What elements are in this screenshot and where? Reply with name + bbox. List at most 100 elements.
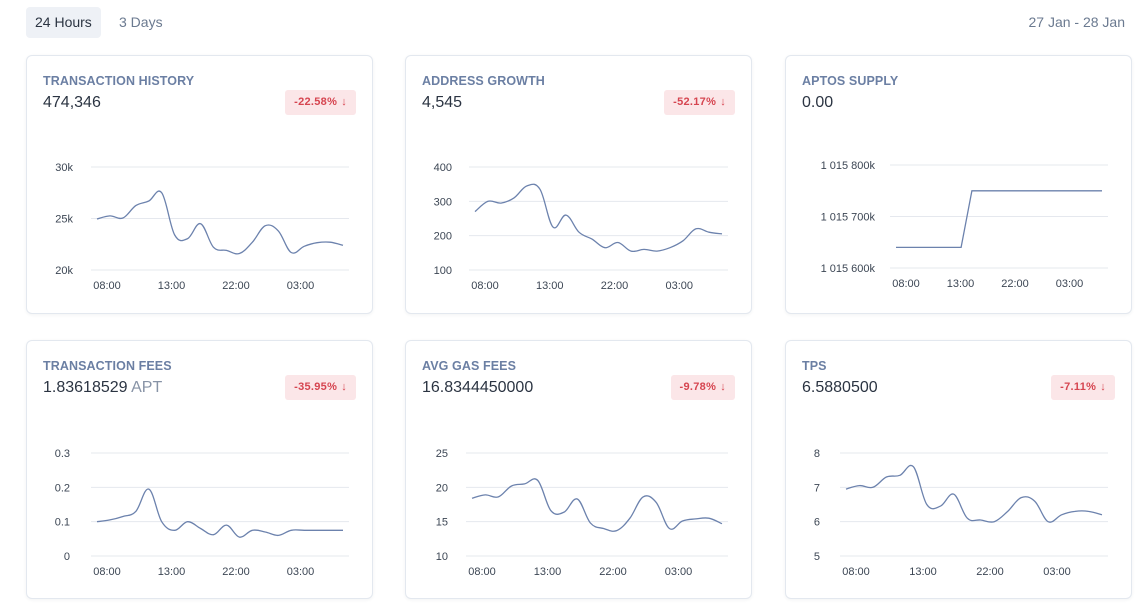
card-value: 474,346 xyxy=(43,94,101,112)
arrow-down-icon: ↓ xyxy=(341,381,347,393)
arrow-down-icon: ↓ xyxy=(720,381,726,393)
card-transaction-history: TRANSACTION HISTORY 474,346 -22.58% ↓ 30k… xyxy=(26,55,373,314)
tab-3-days[interactable]: 3 Days xyxy=(119,14,163,30)
x-tick-label: 03:00 xyxy=(287,566,315,578)
change-badge: -7.11% ↓ xyxy=(1051,375,1115,400)
change-value: -52.17% xyxy=(673,96,717,108)
line-chart: 1 015 800k 1 015 700k 1 015 600k 08:00 13:00… xyxy=(821,160,1108,290)
y-tick-label: 100 xyxy=(434,265,452,277)
card-value-number: 474,346 xyxy=(43,94,101,111)
y-tick-label: 300 xyxy=(434,196,452,208)
series-line xyxy=(896,190,1102,249)
line-chart: 30k 25k 20k 08:00 13:00 22:00 03:00 xyxy=(55,162,349,292)
card-value-number: 1.83618529 xyxy=(43,379,128,396)
x-tick-label: 22:00 xyxy=(1001,278,1029,290)
card-value: 6.5880500 xyxy=(802,379,878,397)
card-avg-gas-fees: AVG GAS FEES 16.8344450000 -9.78% ↓ 25 20 1… xyxy=(405,340,752,599)
change-value: -7.11% xyxy=(1060,381,1097,393)
y-tick-label: 10 xyxy=(436,551,448,563)
series-line xyxy=(845,464,1103,523)
card-address-growth: ADDRESS GROWTH 4,545 -52.17% ↓ 400 300 200 1… xyxy=(405,55,752,314)
change-badge: -52.17% ↓ xyxy=(664,90,735,115)
x-tick-label: 13:00 xyxy=(947,278,975,290)
date-range[interactable]: 27 Jan - 28 Jan xyxy=(1028,14,1125,30)
x-tick-label: 22:00 xyxy=(976,566,1004,578)
x-tick-label: 13:00 xyxy=(534,566,562,578)
card-value: 0.00 xyxy=(802,94,833,112)
y-tick-label: 25 xyxy=(436,448,448,460)
y-tick-label: 0.3 xyxy=(55,448,70,460)
y-tick-label: 0.1 xyxy=(55,517,70,529)
x-tick-label: 22:00 xyxy=(601,280,629,292)
change-value: -35.95% xyxy=(294,381,338,393)
change-badge: -22.58% ↓ xyxy=(285,90,356,115)
y-tick-label: 0.2 xyxy=(55,482,70,494)
x-tick-label: 08:00 xyxy=(842,566,870,578)
series-line xyxy=(471,478,723,532)
time-range-bar: 24 Hours 3 Days 27 Jan - 28 Jan xyxy=(0,0,1146,44)
line-chart: 400 300 200 100 08:00 13:00 22:00 03:00 xyxy=(434,162,728,292)
x-tick-label: 13:00 xyxy=(536,280,564,292)
y-tick-label: 15 xyxy=(436,517,448,529)
line-chart: 8 7 6 5 08:00 13:00 22:00 03:00 xyxy=(814,448,1108,578)
card-title: ADDRESS GROWTH xyxy=(422,74,545,88)
y-tick-label: 0 xyxy=(64,551,70,563)
x-tick-label: 03:00 xyxy=(1043,566,1071,578)
card-value: 4,545 xyxy=(422,94,462,112)
x-tick-label: 08:00 xyxy=(468,566,496,578)
x-tick-label: 13:00 xyxy=(909,566,937,578)
y-tick-label: 8 xyxy=(814,448,820,460)
change-badge: -9.78% ↓ xyxy=(670,375,735,400)
card-aptos-supply: APTOS SUPPLY 0.00 1 015 800k 1 015 700k 1 … xyxy=(785,55,1132,314)
arrow-down-icon: ↓ xyxy=(720,96,726,108)
x-tick-label: 13:00 xyxy=(158,566,186,578)
y-tick-label: 20k xyxy=(55,265,73,277)
y-tick-label: 5 xyxy=(814,551,820,563)
card-value: 1.83618529 APT xyxy=(43,379,162,397)
y-tick-label: 25k xyxy=(55,214,73,226)
card-value-number: 4,545 xyxy=(422,94,463,111)
y-tick-label: 6 xyxy=(814,517,820,529)
x-tick-label: 08:00 xyxy=(93,280,121,292)
card-value-number: 0.00 xyxy=(802,94,834,111)
x-tick-label: 22:00 xyxy=(222,566,250,578)
card-value: 16.8344450000 xyxy=(422,379,533,397)
card-title: TRANSACTION HISTORY xyxy=(43,74,195,88)
change-value: -22.58% xyxy=(294,96,338,108)
card-value-number: 16.8344450000 xyxy=(422,379,534,396)
x-tick-label: 03:00 xyxy=(665,566,693,578)
series-line xyxy=(96,488,343,538)
y-tick-label: 30k xyxy=(55,162,73,174)
card-title: APTOS SUPPLY xyxy=(802,74,899,88)
arrow-down-icon: ↓ xyxy=(1100,381,1106,393)
card-transaction-fees: TRANSACTION FEES 1.83618529 APT -35.95% ↓… xyxy=(26,340,373,599)
change-value: -9.78% xyxy=(679,381,717,393)
y-tick-label: 1 015 700k xyxy=(821,212,876,224)
tab-24-hours[interactable]: 24 Hours xyxy=(26,7,101,38)
card-tps: TPS 6.5880500 -7.11% ↓ 8 7 6 5 08:00 13:00 22:0… xyxy=(785,340,1132,599)
change-badge: -35.95% ↓ xyxy=(285,375,356,400)
x-tick-label: 03:00 xyxy=(665,280,693,292)
y-tick-label: 1 015 800k xyxy=(821,160,876,172)
card-title: TPS xyxy=(802,359,827,373)
line-chart: 0.3 0.2 0.1 0 08:00 13:00 22:00 03:00 xyxy=(55,448,349,578)
card-title: AVG GAS FEES xyxy=(422,359,517,373)
x-tick-label: 08:00 xyxy=(471,280,499,292)
x-tick-label: 13:00 xyxy=(158,280,186,292)
x-tick-label: 08:00 xyxy=(93,566,121,578)
x-tick-label: 22:00 xyxy=(599,566,627,578)
y-tick-label: 200 xyxy=(434,231,452,243)
series-line xyxy=(474,183,723,253)
x-tick-label: 03:00 xyxy=(287,280,315,292)
x-tick-label: 22:00 xyxy=(222,280,250,292)
y-tick-label: 7 xyxy=(814,482,820,494)
y-tick-label: 20 xyxy=(436,482,448,494)
arrow-down-icon: ↓ xyxy=(341,96,347,108)
y-tick-label: 1 015 600k xyxy=(821,263,876,275)
series-line xyxy=(96,190,344,255)
card-value-number: 6.5880500 xyxy=(802,379,878,396)
line-chart: 25 20 15 10 08:00 13:00 22:00 03:00 xyxy=(436,448,728,578)
card-title: TRANSACTION FEES xyxy=(43,359,172,373)
y-tick-label: 400 xyxy=(434,162,452,174)
x-tick-label: 03:00 xyxy=(1056,278,1084,290)
